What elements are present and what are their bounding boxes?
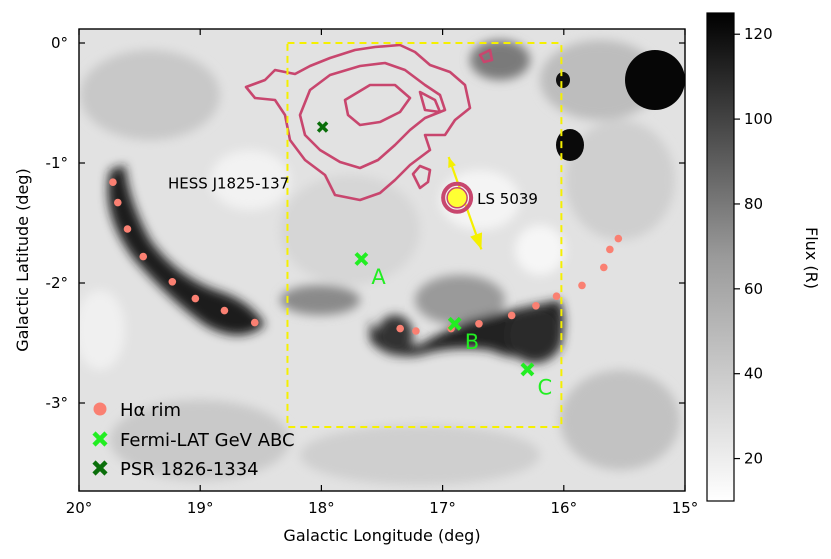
legend-marker-rim [93, 402, 107, 416]
hess-contours [244, 43, 494, 202]
y-axis-label: Galactic Latitude (deg) [13, 168, 32, 351]
colorbar-tick-label: 60 [744, 280, 763, 298]
arrow-head [448, 157, 456, 168]
y-tick-label: -1° [46, 154, 68, 172]
colorbar [706, 12, 735, 502]
x-tick-label: 20° [66, 499, 93, 517]
legend-label: PSR 1826-1334 [120, 459, 259, 480]
halpha-rim-point [123, 225, 132, 233]
ls5039-dot [446, 187, 468, 209]
region-box [286, 42, 563, 428]
legend-marker-cross [92, 431, 108, 447]
x-tick-label: 19° [187, 499, 214, 517]
fermi-point [447, 316, 462, 331]
halpha-rim-point [532, 302, 540, 310]
y-tick-label: -2° [46, 274, 68, 292]
colorbar-ticks: 20 40 60 80 100 120 [734, 25, 773, 468]
legend-label: Hα rim [120, 400, 181, 421]
fermi-point-label: B [465, 330, 479, 354]
arrow-head [470, 232, 483, 250]
x-tick-label: 18° [308, 499, 335, 517]
halpha-rim-point [475, 320, 483, 328]
x-tick-label: 16° [551, 499, 578, 517]
dark-blob [625, 50, 685, 110]
ls5039-ring [441, 181, 474, 214]
x-tick-label: 15° [672, 499, 699, 517]
x-tick-label: 17° [429, 499, 456, 517]
fermi-point [354, 252, 369, 266]
psr-point [316, 121, 329, 133]
fermi-point-label: A [371, 265, 386, 289]
flux-map [79, 29, 685, 491]
colorbar-tick-label: 80 [744, 195, 763, 213]
halpha-rim-point [552, 292, 561, 301]
y-tick-label: -3° [46, 394, 68, 412]
flux-structure [79, 40, 680, 485]
halpha-rim-point [614, 234, 623, 243]
colorbar-tick-label: 20 [744, 450, 763, 468]
halpha-rim-point [578, 281, 586, 290]
legend-label: Fermi-LAT GeV ABC [120, 430, 295, 451]
halpha-rim-point [412, 327, 420, 335]
fermi-point [520, 362, 535, 377]
colorbar-tick-label: 100 [744, 110, 773, 128]
hess-label: HESS J1825-137 [168, 174, 289, 192]
halpha-rim-point [113, 198, 122, 207]
y-tick-label: 0° [51, 34, 68, 52]
legend-marker-cross [92, 460, 108, 476]
halpha-rim-series [109, 178, 623, 335]
colorbar-tick-label: 40 [744, 365, 763, 383]
fermi-point-label: C [537, 375, 552, 399]
y-axis-ticks: 0° -1° -2° -3° [46, 34, 685, 412]
legend: Hα rim Fermi-LAT GeV ABC PSR 1826-1334 [92, 400, 295, 480]
fermi-series: A B C [354, 252, 552, 399]
colorbar-label: Flux (R) [802, 227, 821, 289]
ls5039-label: LS 5039 [477, 190, 538, 208]
colorbar-tick-label: 120 [744, 25, 773, 43]
halpha-rim-point [396, 324, 404, 333]
plot-frame [78, 28, 686, 492]
halpha-rim-point [507, 311, 516, 320]
halpha-rim-point [168, 278, 177, 286]
halpha-rim-point [250, 318, 259, 327]
ls5039-marker [441, 181, 474, 214]
halpha-rim-point [606, 245, 614, 254]
psr-series [316, 121, 329, 133]
halpha-rim-point [599, 263, 608, 272]
halpha-rim-point [139, 252, 148, 261]
x-axis-ticks: 20° 19° 18° 17° 16° 15° [66, 29, 699, 517]
halpha-rim-point [109, 178, 117, 186]
halpha-rim-point [191, 294, 200, 303]
halpha-rim-point [220, 306, 229, 315]
x-axis-label: Galactic Longitude (deg) [283, 526, 480, 545]
